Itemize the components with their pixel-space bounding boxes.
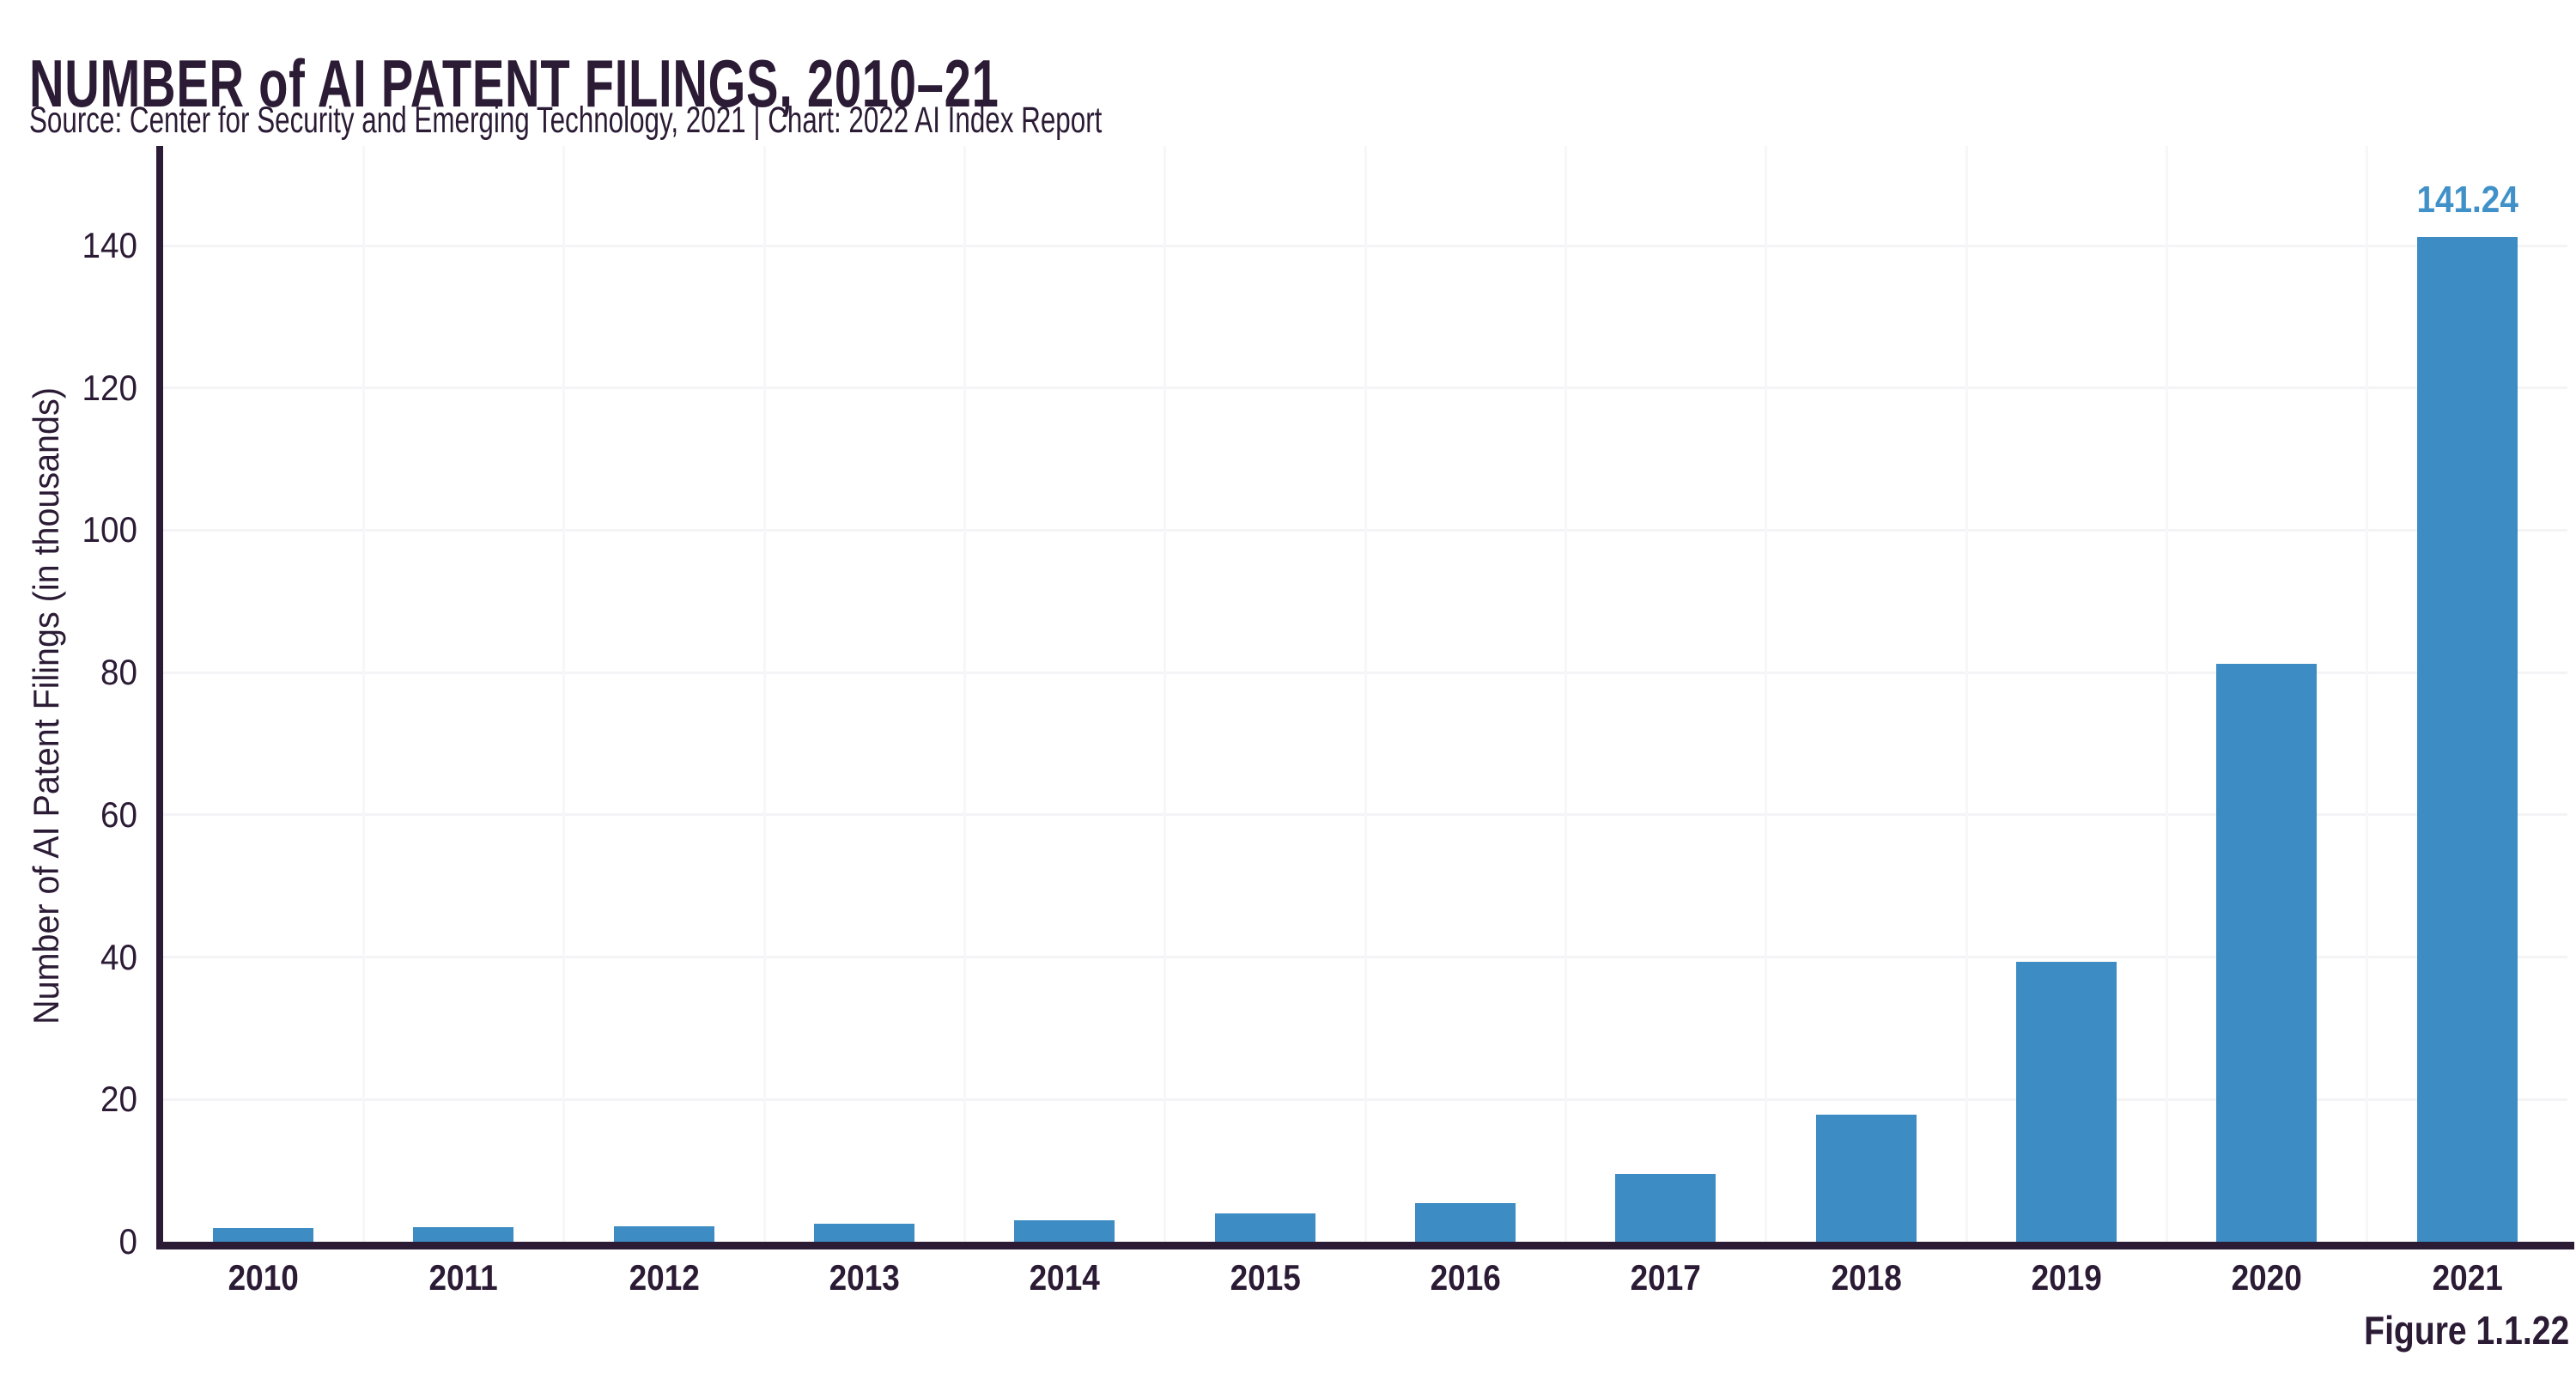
x-tick-2020: 2020 [2166,1257,2366,1298]
bar-2016 [1415,1203,1516,1242]
x-tick-2017: 2017 [1565,1257,1765,1298]
y-tick-120: 120 [82,367,137,408]
figure-label: Figure 1.1.22 [2363,1308,2569,1353]
bar-2020 [2216,664,2318,1242]
bar-cell-2010 [163,146,363,1242]
y-tick-140: 140 [82,225,137,265]
x-tick-label: 2014 [1029,1257,1101,1298]
y-tick-40: 40 [100,936,137,977]
x-tick-label: 2018 [1831,1257,1902,1298]
gridline-x-sep [2366,146,2369,1242]
bar-cell-2011 [363,146,563,1242]
x-tick-label: 2013 [829,1257,900,1298]
y-tick-0: 0 [118,1221,137,1262]
bar-cell-2014 [964,146,1164,1242]
x-tick-2018: 2018 [1766,1257,1966,1298]
gridline-x-sep [1765,146,1768,1242]
x-tick-label: 2010 [228,1257,299,1298]
bar-2018 [1815,1114,1917,1242]
gridline-x-sep [361,146,365,1242]
bar-cell-2015 [1165,146,1365,1242]
x-tick-label: 2019 [2031,1257,2102,1298]
y-axis-spine [156,146,163,1249]
bar-2010 [213,1228,314,1242]
gridline-x-sep [2165,146,2168,1242]
x-axis-spine [156,1242,2574,1249]
bar-2019 [2016,961,2117,1242]
bar-value-label: 141.24 [2416,178,2518,221]
x-tick-label: 2020 [2231,1257,2303,1298]
bar-cell-2018 [1766,146,1966,1242]
y-tick-80: 80 [100,652,137,693]
x-tick-2014: 2014 [964,1257,1164,1298]
y-tick-20: 20 [100,1079,137,1120]
bar-cell-2012 [564,146,764,1242]
plot-area: 141.24 [156,146,2574,1249]
bar-cell-2016 [1365,146,1565,1242]
bar-cell-2013 [764,146,964,1242]
x-tick-2011: 2011 [363,1257,563,1298]
x-tick-2021: 2021 [2367,1257,2567,1298]
bar-2013 [814,1224,915,1242]
x-tick-label: 2016 [1430,1257,1501,1298]
source-line: Source: Center for Security and Emerging… [29,100,1103,141]
x-tick-label: 2012 [629,1257,700,1298]
bar-cell-2021: 141.24 [2367,146,2567,1242]
x-tick-2019: 2019 [1966,1257,2166,1298]
x-tick-label: 2011 [428,1257,499,1298]
bar-2015 [1214,1213,1315,1242]
bar-2021 [2416,236,2518,1242]
x-tick-2015: 2015 [1165,1257,1365,1298]
bar-2014 [1014,1220,1115,1242]
y-tick-60: 60 [100,793,137,835]
bar-2017 [1615,1173,1716,1242]
gridline-x-sep [762,146,766,1242]
gridline-x-sep [963,146,966,1242]
x-tick-label: 2021 [2432,1257,2503,1298]
x-tick-2010: 2010 [163,1257,363,1298]
bar-cell-2019 [1966,146,2166,1242]
x-tick-2013: 2013 [764,1257,964,1298]
gridline-x-sep [1564,146,1567,1242]
gridline-x-sep [1364,146,1367,1242]
bar-2012 [613,1225,714,1242]
x-tick-2016: 2016 [1365,1257,1565,1298]
x-tick-label: 2015 [1230,1257,1301,1298]
x-tick-label: 2017 [1630,1257,1702,1298]
page-title: NUMBER of AI PATENT FILINGS, 2010–21 [29,46,999,121]
x-tick-2012: 2012 [564,1257,764,1298]
bar-2011 [413,1227,514,1242]
bar-series: 141.24 [163,146,2567,1242]
gridline-x-sep [1163,146,1167,1242]
y-tick-100: 100 [82,509,137,550]
bar-cell-2020 [2166,146,2366,1242]
y-axis-ticks: 0 20 40 60 80 100 120 140 [0,146,137,1261]
x-axis-ticks: 2010 2011 2012 2013 2014 2015 2016 2017 2018 2019… [163,1257,2567,1298]
bar-cell-2017 [1565,146,1765,1242]
gridline-x-sep [1965,146,1968,1242]
gridline-x-sep [562,146,566,1242]
